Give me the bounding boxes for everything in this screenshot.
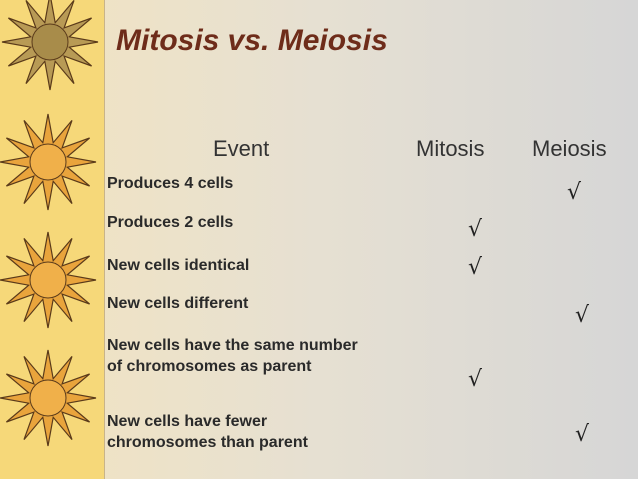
check-mark: √ (575, 422, 590, 447)
event-label: Produces 2 cells (107, 214, 234, 231)
check-mark: √ (567, 180, 582, 205)
sun-center (29, 261, 67, 299)
check-mark: √ (468, 367, 483, 392)
column-header: Meiosis (532, 136, 607, 161)
sun-center (29, 379, 67, 417)
event-label: New cells have the same number of chromo… (107, 337, 358, 375)
check-mark: √ (468, 217, 483, 242)
sun-strip (0, 0, 105, 479)
slide-title: Mitosis vs. Meiosis (116, 24, 388, 57)
check-mark: √ (575, 303, 590, 328)
check-mark: √ (468, 255, 483, 280)
event-label: New cells identical (107, 257, 250, 274)
column-header: Event (213, 136, 270, 161)
event-label: New cells have fewer chromosomes than pa… (107, 413, 308, 451)
column-header: Mitosis (416, 136, 485, 161)
event-label: New cells different (107, 295, 249, 312)
sun-center (29, 143, 67, 181)
event-label: Produces 4 cells (107, 175, 234, 192)
sun-center (31, 23, 69, 61)
